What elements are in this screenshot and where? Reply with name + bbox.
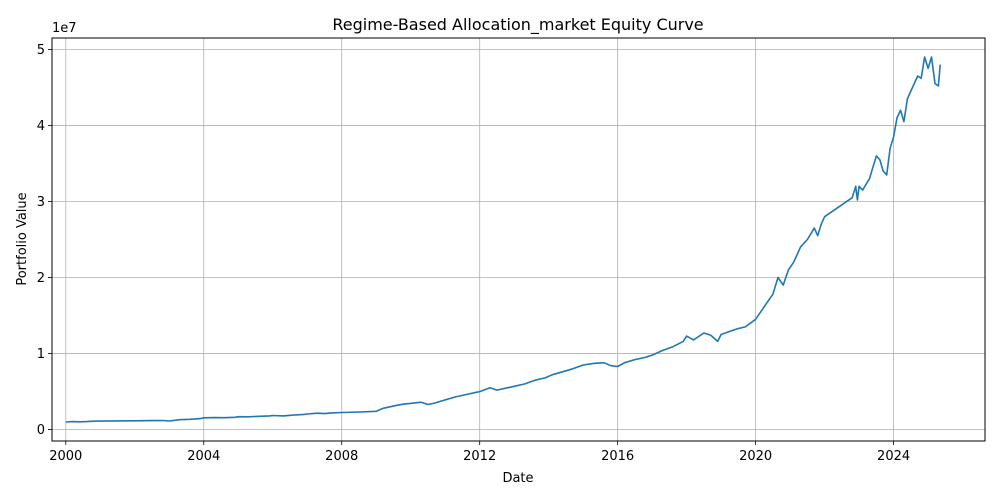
x-tick-label: 2024: [877, 449, 910, 464]
y-tick-label: 3: [37, 195, 45, 210]
x-tick-label: 2008: [325, 449, 358, 464]
x-tick-label: 2004: [187, 449, 220, 464]
x-tick-label: 2000: [49, 449, 82, 464]
plot-frame: [51, 37, 986, 442]
x-tick-label: 2016: [601, 449, 634, 464]
x-tick-label: 2012: [463, 449, 496, 464]
y-tick-label: 0: [37, 423, 45, 438]
y-tick-label: 1: [37, 347, 45, 362]
y-offset-label: 1e7: [52, 21, 77, 36]
chart-title: Regime-Based Allocation_market Equity Cu…: [332, 15, 703, 35]
y-axis-label: Portfolio Value: [15, 192, 30, 285]
y-tick-label: 2: [37, 271, 45, 286]
x-axis-ticks: 2000 2004 2008 2012 2016 2020 2024: [49, 441, 910, 464]
y-tick-label: 4: [37, 119, 45, 134]
y-axis-ticks: 0 1 2 3 4 5: [37, 43, 52, 438]
equity-series-line: [65, 56, 941, 423]
grid: [52, 38, 985, 441]
series-line-layer: [65, 56, 941, 423]
y-tick-label: 5: [37, 43, 45, 58]
x-axis-label: Date: [502, 471, 533, 486]
x-tick-label: 2020: [739, 449, 772, 464]
